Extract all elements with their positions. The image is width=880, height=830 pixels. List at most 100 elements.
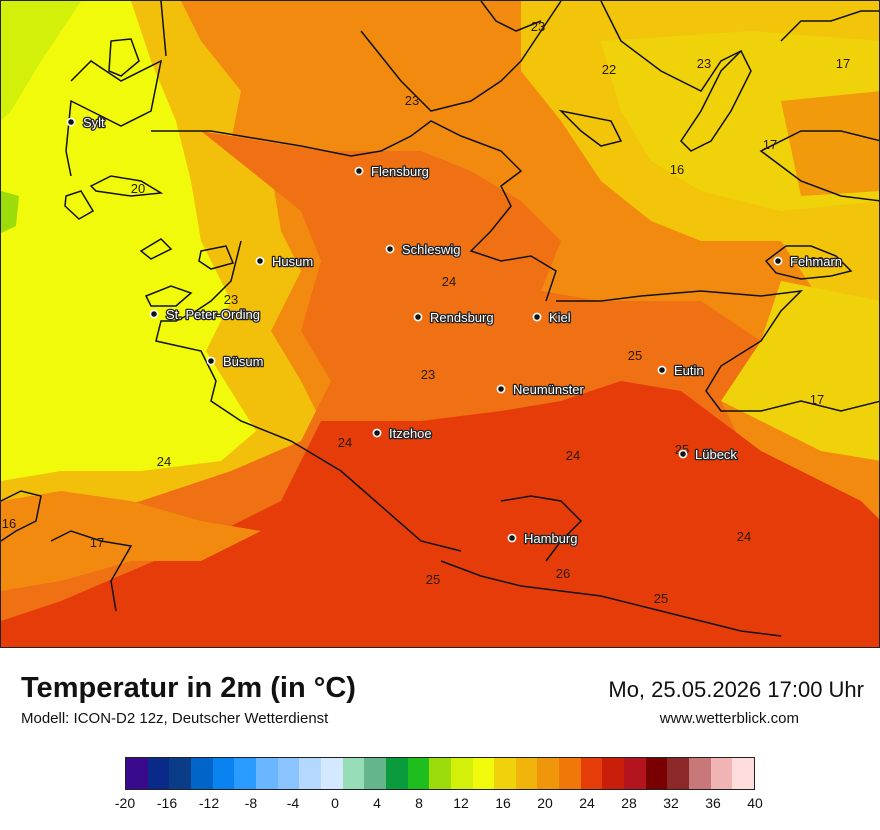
zone-elbe: [1, 491, 261, 591]
city-marker: [149, 309, 159, 319]
site-url[interactable]: www.wetterblick.com: [659, 710, 799, 727]
legend-swatch: [645, 758, 668, 789]
legend-tick-label: 4: [373, 795, 381, 811]
temp-value-label: 23: [531, 19, 545, 34]
legend-swatch: [277, 758, 300, 789]
legend-swatch: [515, 758, 538, 789]
legend-swatch: [624, 758, 646, 789]
city-marker: [678, 449, 688, 459]
temp-value-label: 20: [131, 181, 145, 196]
legend-swatch: [255, 758, 278, 789]
temp-value-label: 23: [697, 56, 711, 71]
legend-tick-label: 8: [415, 795, 423, 811]
temp-value-label: 17: [90, 535, 104, 550]
legend-swatch: [234, 758, 256, 789]
temp-value-label: 17: [836, 56, 850, 71]
city-label: Eutin: [674, 363, 704, 378]
legend-tick-label: -8: [244, 795, 258, 811]
coastlines: [1, 1, 879, 637]
temp-value-label: 22: [602, 62, 616, 77]
legend-swatch: [667, 758, 690, 789]
city-marker: [507, 533, 517, 543]
legend-swatch: [299, 758, 321, 789]
zone-baltic-warm: [781, 91, 879, 196]
zone-sea-nw: [1, 1, 81, 121]
legend-swatch: [320, 758, 343, 789]
legend-swatch: [472, 758, 495, 789]
legend-tick-label: -12: [198, 795, 220, 811]
color-legend: [125, 757, 755, 790]
model-source: Modell: ICON-D2 12z, Deutscher Wetterdie…: [21, 710, 329, 727]
temp-value-label: 24: [338, 435, 352, 450]
legend-tick-label: -16: [156, 795, 178, 811]
legend-swatch: [580, 758, 603, 789]
legend-swatch: [364, 758, 386, 789]
city-label: Schleswig: [402, 242, 461, 257]
city-label: Sylt: [83, 115, 105, 130]
temp-value-label: 23: [421, 367, 435, 382]
legend-swatch: [494, 758, 516, 789]
legend-tick-label: 36: [705, 795, 721, 811]
city-label: Neumünster: [513, 382, 584, 397]
map-canvas: 23 22 23 17 23 17 16 20 24 22 23 25 23 17 24 25 24 24 16 17…: [1, 1, 879, 647]
temp-value-label: 25: [426, 572, 440, 587]
city-label: Lübeck: [695, 447, 737, 462]
legend-swatch: [429, 758, 451, 789]
legend-swatch: [126, 758, 148, 789]
city-label: Fehmarn: [790, 254, 842, 269]
legend-swatch: [710, 758, 733, 789]
legend-swatch: [559, 758, 581, 789]
temp-value-label: 25: [628, 348, 642, 363]
zone-sea-west-small: [1, 191, 19, 233]
temp-value-label: 26: [556, 566, 570, 581]
legend-swatch: [732, 758, 755, 789]
legend-swatch: [537, 758, 560, 789]
city-marker: [255, 256, 265, 266]
temp-value-label: 24: [442, 274, 456, 289]
legend-swatch: [190, 758, 213, 789]
temp-value-label: 16: [2, 516, 16, 531]
city-marker: [413, 312, 423, 322]
city-label: St. Peter-Ording: [166, 307, 260, 322]
city-marker: [66, 117, 76, 127]
legend-tick-label: 24: [579, 795, 595, 811]
legend-swatch: [385, 758, 408, 789]
city-label: Hamburg: [524, 531, 577, 546]
legend-swatch: [212, 758, 235, 789]
temp-value-label: 25: [654, 591, 668, 606]
legend-swatch: [407, 758, 430, 789]
legend-swatch: [342, 758, 365, 789]
temp-value-label: 23: [405, 93, 419, 108]
city-label: Kiel: [549, 310, 571, 325]
temp-value-label: 24: [566, 448, 580, 463]
city-marker: [354, 166, 364, 176]
zone-south-hot: [1, 381, 879, 647]
temp-value-label: 17: [810, 392, 824, 407]
temp-value-label: 16: [670, 162, 684, 177]
city-marker: [773, 256, 783, 266]
legend-swatch: [602, 758, 625, 789]
legend-tick-label: 20: [537, 795, 553, 811]
legend-swatch: [169, 758, 191, 789]
city-marker: [385, 244, 395, 254]
legend-tick-label: 12: [453, 795, 469, 811]
legend-tick-label: -20: [114, 795, 136, 811]
zone-baltic-east: [721, 281, 879, 461]
city-marker: [372, 428, 382, 438]
temperature-map: 23 22 23 17 23 17 16 20 24 22 23 25 23 17 24 25 24 24 16 17…: [0, 0, 880, 648]
city-marker: [532, 312, 542, 322]
legend-ticks: -20 -16 -12 -8 -4 0 4 8 12 16 20 24 28 32 36 40: [115, 795, 763, 815]
city-marker: [657, 365, 667, 375]
legend-swatch: [450, 758, 473, 789]
city-marker: [206, 356, 216, 366]
temp-value-label: 23: [224, 292, 238, 307]
legend-swatch: [689, 758, 711, 789]
legend-tick-label: -4: [286, 795, 300, 811]
city-label: Büsum: [223, 354, 263, 369]
city-label: Husum: [272, 254, 313, 269]
city-label: Rendsburg: [430, 310, 494, 325]
value-labels: 23 22 23 17 23 17 16 20 24 22 23 25 23 17 24 25 24 24 16 17…: [2, 19, 850, 606]
city-markers: Sylt Flensburg Schleswig Husum St. Peter-Ord…: [66, 114, 843, 547]
city-marker: [496, 384, 506, 394]
legend-tick-label: 40: [747, 795, 763, 811]
